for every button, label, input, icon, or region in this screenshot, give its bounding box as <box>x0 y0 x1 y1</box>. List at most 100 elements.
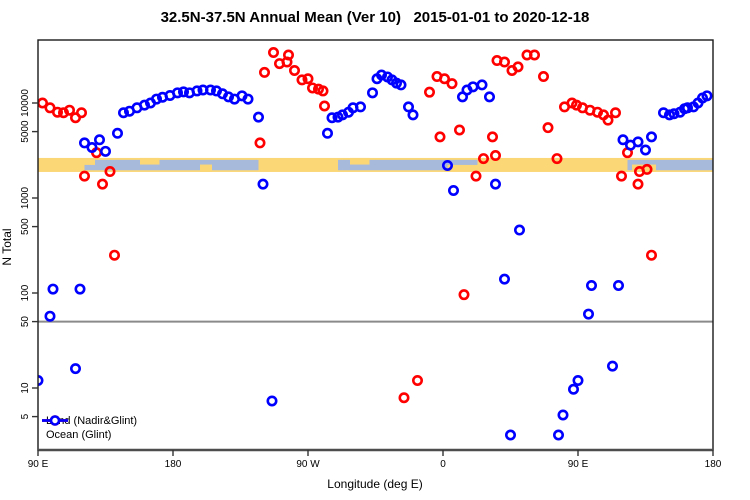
density-band-patch <box>350 157 370 165</box>
data-point-ocean <box>205 84 217 96</box>
data-point-ocean <box>489 178 501 190</box>
data-point-land <box>97 178 109 190</box>
y-axis-title: N Total <box>0 228 14 266</box>
data-point-ocean <box>321 127 333 139</box>
data-point-ocean <box>612 279 624 291</box>
data-point-land <box>477 153 489 165</box>
data-point-land <box>317 85 329 97</box>
data-point-land <box>51 106 63 118</box>
data-point-land <box>104 166 116 178</box>
data-point-land <box>434 131 446 143</box>
data-point-ocean <box>38 374 44 386</box>
data-point-land <box>470 170 482 182</box>
data-point-ocean <box>402 101 414 113</box>
data-point-land <box>512 61 524 73</box>
data-point-ocean <box>172 87 184 99</box>
legend-label-ocean: Ocean (Glint) <box>46 428 112 441</box>
ocean-series-symbol-icon <box>42 415 68 426</box>
data-point-land <box>641 163 653 175</box>
data-point-ocean <box>701 90 713 102</box>
data-point-ocean <box>47 283 59 295</box>
data-point-land <box>438 73 450 85</box>
data-point-ocean <box>112 127 124 139</box>
y-tick-label: 100 <box>20 284 31 301</box>
data-point-ocean <box>354 101 366 113</box>
data-points-layer <box>38 47 713 441</box>
x-axis-title: Longitude (deg E) <box>327 477 423 491</box>
data-point-land <box>76 107 88 119</box>
data-point-land <box>258 66 270 78</box>
plot-frame <box>37 39 714 451</box>
density-band-patch <box>447 159 478 165</box>
data-point-land <box>486 131 498 143</box>
data-point-ocean <box>375 69 387 81</box>
data-point-ocean <box>606 360 618 372</box>
data-point-ocean <box>266 395 278 407</box>
data-point-land <box>306 82 318 94</box>
data-point-ocean <box>223 91 235 103</box>
data-point-ocean <box>242 93 254 105</box>
data-point-ocean <box>44 310 56 322</box>
data-point-land <box>528 49 540 61</box>
legend-label-land: Land (Nadir&Glint) <box>46 414 138 427</box>
data-point-land <box>602 114 614 126</box>
data-point-land <box>423 86 435 98</box>
data-point-ocean <box>585 279 597 291</box>
legend-item-ocean: Ocean (Glint) <box>40 415 137 442</box>
data-point-land <box>489 150 501 162</box>
data-point-ocean <box>639 144 651 156</box>
data-point-land <box>453 124 465 136</box>
data-point-ocean <box>513 224 525 236</box>
chart-title: 32.5N-37.5N Annual Mean (Ver 10) 2015-01… <box>160 9 590 26</box>
data-point-land <box>632 178 644 190</box>
data-point-ocean <box>118 107 130 119</box>
data-point-land <box>64 104 76 116</box>
data-point-ocean <box>483 91 495 103</box>
ocean-density-band <box>627 159 713 171</box>
data-point-ocean <box>253 111 265 123</box>
data-point-land <box>79 170 91 182</box>
data-point-ocean <box>467 81 479 93</box>
data-point-land <box>302 73 314 85</box>
data-point-ocean <box>86 142 98 154</box>
data-point-ocean <box>632 136 644 148</box>
data-point-ocean <box>441 159 453 171</box>
data-point-land <box>411 374 423 386</box>
data-point-ocean <box>657 107 669 119</box>
x-tick-label: 180 <box>165 459 182 470</box>
x-tick-label: 90 E <box>568 459 589 470</box>
data-point-ocean <box>557 409 569 421</box>
data-point-ocean <box>326 112 338 124</box>
data-point-land <box>537 71 549 83</box>
data-point-ocean <box>582 308 594 320</box>
data-point-land <box>542 122 554 134</box>
data-point-ocean <box>567 383 579 395</box>
data-point-ocean <box>572 374 584 386</box>
data-point-ocean <box>70 363 82 375</box>
x-tick-label: 90 W <box>296 459 320 470</box>
data-point-ocean <box>151 93 163 105</box>
data-point-land <box>318 100 330 112</box>
data-point-ocean <box>681 102 693 114</box>
data-point-ocean <box>645 131 657 143</box>
data-point-ocean <box>366 87 378 99</box>
y-tick-label: 5000 <box>20 120 31 143</box>
data-point-ocean <box>100 145 112 157</box>
data-point-land <box>615 170 627 182</box>
data-point-ocean <box>447 184 459 196</box>
data-point-ocean <box>498 273 510 285</box>
data-point-ocean <box>395 79 407 91</box>
x-tick-label: 180 <box>705 459 722 470</box>
y-tick-label: 50 <box>20 316 31 328</box>
density-band-patch <box>140 157 160 165</box>
legend: Land (Nadir&Glint) Ocean (Glint) <box>40 414 137 442</box>
y-tick-label: 500 <box>20 218 31 235</box>
data-point-land <box>551 153 563 165</box>
data-point-land <box>609 107 621 119</box>
data-point-land <box>288 64 300 76</box>
y-tick-label: 10 <box>20 382 31 394</box>
ocean-density-band <box>338 159 448 171</box>
data-point-ocean <box>552 429 564 441</box>
